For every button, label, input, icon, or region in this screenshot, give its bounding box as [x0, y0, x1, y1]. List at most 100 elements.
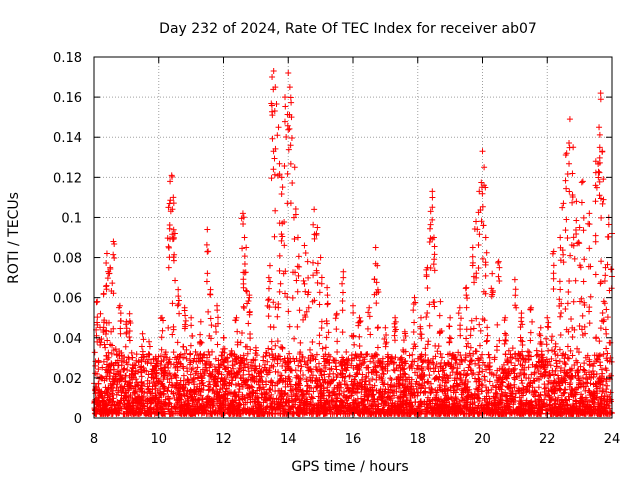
- data-point: [313, 374, 320, 381]
- data-point: [454, 365, 461, 372]
- data-point: [490, 401, 497, 408]
- data-point: [95, 402, 102, 409]
- data-point: [98, 410, 105, 417]
- data-point: [505, 347, 512, 354]
- data-point: [126, 328, 133, 335]
- data-point: [494, 390, 501, 397]
- data-point: [376, 359, 383, 366]
- data-point: [597, 195, 604, 202]
- data-point: [391, 332, 398, 339]
- data-point: [272, 145, 279, 152]
- data-point: [392, 318, 399, 325]
- data-point: [284, 361, 291, 368]
- data-point: [551, 404, 558, 411]
- data-point: [479, 148, 486, 155]
- data-point: [555, 379, 562, 386]
- data-point: [341, 377, 348, 384]
- data-point: [505, 370, 512, 377]
- data-point: [116, 373, 123, 380]
- data-point: [130, 405, 137, 412]
- data-point: [278, 231, 285, 238]
- data-point: [526, 349, 533, 356]
- data-point: [97, 310, 104, 317]
- data-point: [307, 366, 314, 373]
- data-point: [121, 366, 128, 373]
- data-point: [316, 301, 323, 308]
- data-point: [117, 405, 124, 412]
- data-point: [252, 402, 259, 409]
- data-point: [566, 277, 573, 284]
- data-point: [420, 367, 427, 374]
- data-point: [465, 364, 472, 371]
- data-point: [189, 403, 196, 410]
- data-point: [186, 361, 193, 368]
- data-point: [126, 337, 133, 344]
- data-point: [452, 406, 459, 413]
- data-point: [284, 391, 291, 398]
- data-point: [180, 385, 187, 392]
- data-point: [199, 406, 206, 413]
- data-point: [463, 372, 470, 379]
- data-point: [539, 357, 546, 364]
- data-point: [284, 122, 291, 129]
- data-point: [344, 359, 351, 366]
- data-point: [594, 356, 601, 363]
- data-point: [109, 280, 116, 287]
- data-point: [520, 384, 527, 391]
- data-point: [293, 277, 300, 284]
- data-point: [210, 403, 217, 410]
- data-point: [292, 211, 299, 218]
- data-point: [233, 358, 240, 365]
- data-point: [235, 380, 242, 387]
- data-point: [196, 385, 203, 392]
- data-point: [240, 408, 247, 415]
- data-point: [246, 391, 253, 398]
- data-point: [446, 401, 453, 408]
- data-point: [430, 365, 437, 372]
- data-point: [308, 352, 315, 359]
- data-point: [463, 292, 470, 299]
- data-point: [166, 359, 173, 366]
- data-point: [463, 326, 470, 333]
- data-point: [472, 348, 479, 355]
- data-point: [400, 381, 407, 388]
- data-point: [108, 328, 115, 335]
- data-point: [303, 406, 310, 413]
- data-point: [107, 366, 114, 373]
- data-point: [292, 392, 299, 399]
- data-point: [501, 373, 508, 380]
- data-point: [317, 368, 324, 375]
- data-point: [288, 135, 295, 142]
- data-point: [214, 396, 221, 403]
- data-point: [525, 364, 532, 371]
- data-point: [446, 323, 453, 330]
- data-point: [556, 296, 563, 303]
- data-point: [131, 389, 138, 396]
- data-point: [343, 367, 350, 374]
- data-point: [311, 206, 318, 213]
- data-point: [425, 358, 432, 365]
- data-point: [595, 174, 602, 181]
- data-point: [356, 410, 363, 417]
- data-point: [203, 394, 210, 401]
- data-point: [593, 394, 600, 401]
- data-point: [558, 364, 565, 371]
- data-point: [133, 410, 140, 417]
- data-point: [170, 257, 177, 264]
- data-point: [520, 356, 527, 363]
- data-point: [523, 397, 530, 404]
- data-point: [575, 373, 582, 380]
- data-point: [419, 359, 426, 366]
- data-point: [303, 387, 310, 394]
- data-point: [426, 301, 433, 308]
- data-point: [483, 249, 490, 256]
- data-point: [304, 382, 311, 389]
- data-point: [91, 406, 98, 413]
- data-point: [201, 370, 208, 377]
- data-point: [214, 400, 221, 407]
- data-point: [539, 399, 546, 406]
- data-point: [358, 398, 365, 405]
- data-point: [197, 392, 204, 399]
- data-point: [467, 352, 474, 359]
- data-point: [564, 343, 571, 350]
